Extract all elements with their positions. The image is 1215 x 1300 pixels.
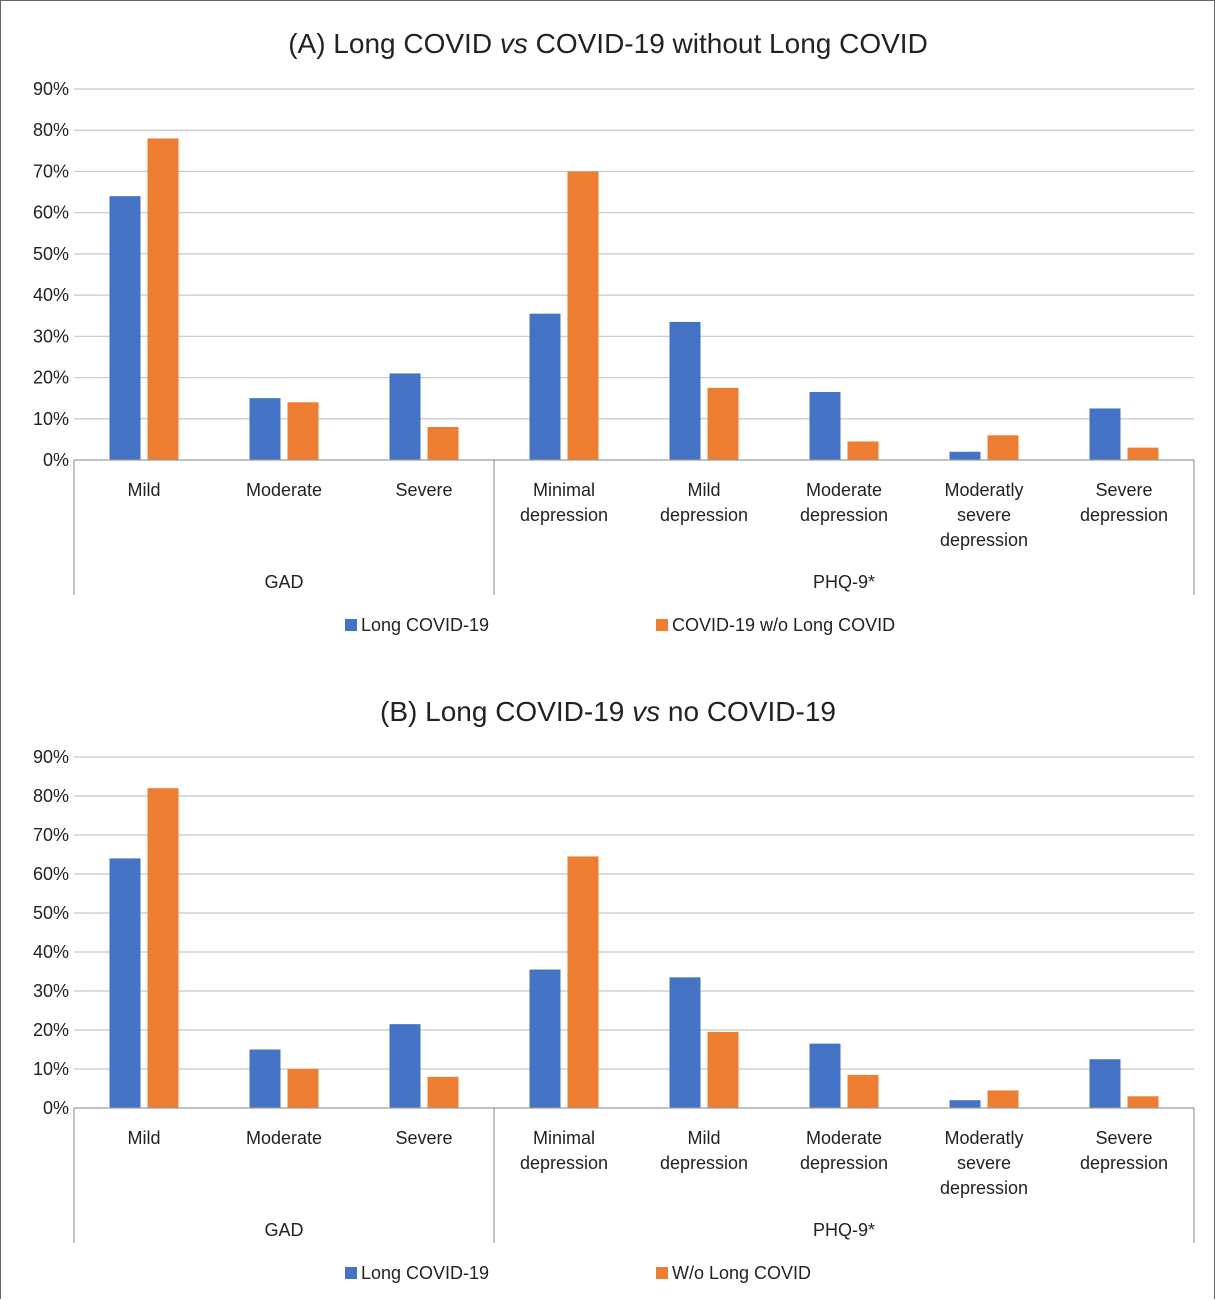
chart-b-bar-series2	[987, 1090, 1019, 1108]
chart-b-legend-label: W/o Long COVID	[672, 1263, 811, 1283]
chart-a-legend-swatch	[345, 619, 357, 631]
chart-b-bar-series2	[427, 1076, 459, 1108]
chart-a-y-tick-label: 80%	[33, 120, 69, 140]
chart-b-bar-series1	[1089, 1059, 1121, 1108]
chart-a-y-tick-label: 0%	[43, 450, 69, 470]
chart-a-y-tick-label: 40%	[33, 285, 69, 305]
chart-a-category-label: Minimal depression	[520, 480, 608, 525]
chart-a-y-tick-label: 90%	[33, 79, 69, 99]
chart-a: (A) Long COVID vs COVID-19 without Long …	[33, 28, 1195, 635]
chart-b-bar-series2	[147, 788, 179, 1108]
chart-a-bar-series1	[949, 451, 981, 460]
chart-b-bar-series1	[529, 969, 561, 1108]
chart-b-bar-series1	[809, 1043, 841, 1108]
chart-b-title: (B) Long COVID-19 vs no COVID-19	[380, 696, 836, 727]
chart-b-bar-series1	[669, 977, 701, 1108]
chart-b-y-tick-label: 80%	[33, 786, 69, 806]
chart-b-legend-label: Long COVID-19	[361, 1263, 489, 1283]
chart-a-y-tick-label: 20%	[33, 368, 69, 388]
chart-a-bar-series2	[987, 435, 1019, 460]
chart-a-group-label: PHQ-9*	[813, 572, 875, 592]
chart-b-y-tick-label: 60%	[33, 864, 69, 884]
chart-b-bar-series1	[389, 1024, 421, 1108]
chart-b-category-label: Severe	[395, 1128, 452, 1148]
chart-a-bar-series1	[249, 398, 281, 460]
chart-b-y-tick-label: 0%	[43, 1098, 69, 1118]
chart-a-y-tick-label: 30%	[33, 326, 69, 346]
chart-b-bar-series1	[949, 1100, 981, 1108]
chart-a-y-tick-label: 70%	[33, 161, 69, 181]
chart-a-bar-series1	[389, 373, 421, 460]
chart-a-y-tick-label: 60%	[33, 203, 69, 223]
chart-a-bar-series2	[147, 138, 179, 460]
chart-b-y-tick-label: 20%	[33, 1020, 69, 1040]
chart-b-y-tick-label: 50%	[33, 903, 69, 923]
chart-b-bar-series2	[287, 1069, 319, 1108]
chart-b-y-tick-label: 90%	[33, 747, 69, 767]
chart-a-y-tick-label: 10%	[33, 409, 69, 429]
chart-b-group-label: GAD	[264, 1220, 303, 1240]
chart-b-bar-series1	[249, 1049, 281, 1108]
chart-b-legend-swatch	[345, 1267, 357, 1279]
chart-a-legend-swatch	[656, 619, 668, 631]
chart-a-category-label: Moderatly severe depression	[940, 480, 1028, 550]
chart-b-bar-series1	[109, 858, 141, 1108]
chart-a-bar-series2	[427, 427, 459, 460]
chart-a-category-label: Moderate	[246, 480, 322, 500]
chart-a-bar-series2	[707, 387, 739, 460]
chart-a-legend-label: Long COVID-19	[361, 615, 489, 635]
chart-b-category-label: Moderate depression	[800, 1128, 888, 1173]
chart-b-group-label: PHQ-9*	[813, 1220, 875, 1240]
chart-a-bar-series1	[809, 391, 841, 460]
chart-a-y-tick-label: 50%	[33, 244, 69, 264]
chart-a-bar-series2	[287, 402, 319, 460]
chart-b: (B) Long COVID-19 vs no COVID-19 0% 10% 20%…	[33, 696, 1195, 1283]
chart-a-group-label: GAD	[264, 572, 303, 592]
chart-b-legend-swatch	[656, 1267, 668, 1279]
chart-b-category-label: Mild depression	[660, 1128, 748, 1173]
chart-a-category-label: Mild depression	[660, 480, 748, 525]
chart-b-category-label: Minimal depression	[520, 1128, 608, 1173]
chart-a-category-label: Mild	[127, 480, 160, 500]
chart-b-y-tick-label: 40%	[33, 942, 69, 962]
chart-b-y-tick-label: 10%	[33, 1059, 69, 1079]
chart-a-bar-series2	[847, 441, 879, 460]
chart-b-category-label: Moderatly severe depression	[940, 1128, 1028, 1198]
chart-b-y-tick-label: 70%	[33, 825, 69, 845]
chart-b-category-label: Moderate	[246, 1128, 322, 1148]
chart-a-bar-series1	[529, 313, 561, 460]
chart-b-category-label: Severe depression	[1080, 1128, 1168, 1173]
chart-b-bar-series2	[1127, 1096, 1159, 1108]
chart-a-bar-series1	[1089, 408, 1121, 460]
chart-a-category-label: Moderate depression	[800, 480, 888, 525]
chart-b-category-label: Mild	[127, 1128, 160, 1148]
chart-b-bar-series2	[707, 1031, 739, 1108]
chart-a-bar-series2	[1127, 447, 1159, 460]
chart-b-bar-series2	[567, 856, 599, 1108]
chart-a-category-label: Severe depression	[1080, 480, 1168, 525]
chart-b-bar-series2	[847, 1074, 879, 1108]
chart-a-bar-series1	[669, 321, 701, 460]
chart-b-y-tick-label: 30%	[33, 981, 69, 1001]
chart-a-bar-series2	[567, 171, 599, 460]
chart-a-legend-label: COVID-19 w/o Long COVID	[672, 615, 895, 635]
chart-a-bar-series1	[109, 196, 141, 460]
chart-a-category-label: Severe	[395, 480, 452, 500]
chart-a-title: (A) Long COVID vs COVID-19 without Long …	[288, 28, 928, 59]
